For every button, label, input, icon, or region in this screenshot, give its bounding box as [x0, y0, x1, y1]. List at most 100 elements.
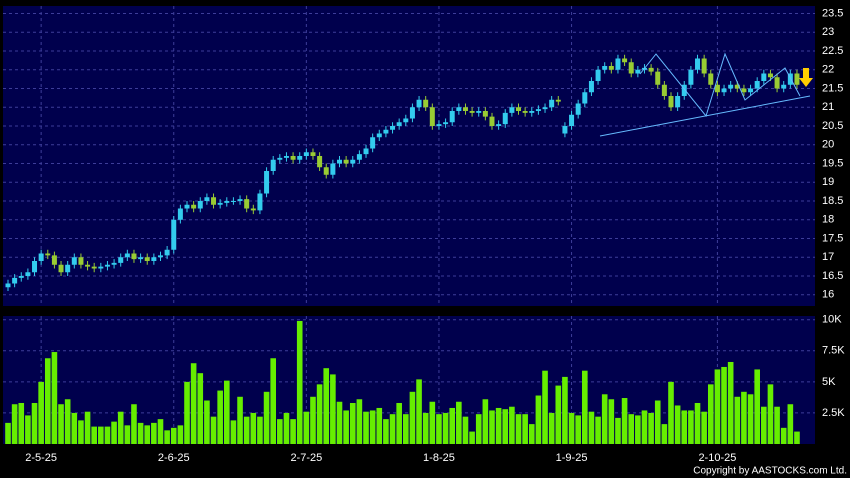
candle-body: [25, 272, 31, 276]
volume-bar: [363, 411, 369, 444]
x-tick-label: 1-9-25: [556, 452, 588, 464]
candle-body: [728, 84, 734, 89]
candle-body: [104, 264, 110, 267]
volume-bar: [51, 352, 58, 444]
volume-bar: [223, 380, 230, 444]
candle-body: [628, 62, 634, 74]
volume-bar: [456, 401, 462, 444]
volume-bar: [449, 407, 456, 444]
candle-body: [734, 84, 740, 89]
candle-body: [131, 253, 137, 260]
volume-bar: [383, 419, 389, 444]
trend-line: [599, 95, 811, 137]
candle-body: [224, 201, 230, 203]
candle-body: [197, 201, 203, 209]
volume-bar: [84, 411, 91, 444]
candle-body: [668, 96, 674, 108]
candle-body: [767, 73, 773, 78]
volume-bar: [688, 410, 694, 444]
volume-bar: [197, 373, 204, 444]
candle-body: [449, 111, 455, 123]
volume-bar: [277, 419, 283, 444]
candle-body: [184, 204, 190, 209]
candle-body: [151, 257, 157, 261]
marks: [5, 54, 800, 444]
candle-body: [761, 73, 767, 81]
volume-bar: [555, 385, 562, 444]
candle-body: [496, 124, 502, 126]
candle-body: [648, 67, 654, 72]
candle-body: [98, 266, 104, 269]
volume-bar: [495, 407, 502, 444]
volume-bar: [701, 411, 707, 444]
candle-body: [65, 264, 71, 273]
candle-body: [469, 111, 475, 113]
candle-body: [602, 66, 608, 70]
candle-body: [157, 255, 163, 258]
candle-body: [5, 283, 11, 288]
candle-body: [330, 163, 336, 175]
volume-bar: [661, 424, 668, 444]
candle-body: [436, 124, 442, 126]
volume-bar: [44, 358, 51, 444]
y2-tick-label: 7.5K: [822, 345, 845, 357]
volume-bar: [11, 404, 18, 444]
y-tick-label: 23.5: [822, 7, 843, 19]
volume-bar: [177, 425, 184, 444]
volume-bar: [595, 416, 601, 444]
volume-bar: [283, 412, 290, 444]
arrow-icon: [799, 68, 813, 87]
volume-bar: [210, 416, 217, 444]
y-tick-label: 18.5: [822, 195, 843, 207]
candle-body: [230, 201, 236, 202]
volume-bar: [429, 401, 436, 444]
candle-body: [118, 257, 124, 263]
candle-body: [575, 103, 581, 115]
candle-body: [18, 276, 24, 278]
candle-body: [741, 88, 747, 93]
candle-body: [748, 88, 754, 93]
volume-bar: [635, 415, 641, 444]
volume-bar: [303, 411, 310, 444]
candle-body: [211, 197, 217, 205]
volume-bar: [482, 399, 489, 444]
candle-body: [85, 264, 91, 267]
candle-body: [509, 107, 515, 113]
volume-bar: [396, 402, 402, 444]
volume-bar: [104, 426, 111, 444]
candle-body: [416, 99, 422, 108]
volume-bar: [761, 406, 767, 444]
volume-bar: [475, 414, 482, 444]
volume-bar: [157, 419, 164, 444]
volume-bar: [204, 400, 210, 444]
volume-bar: [184, 381, 190, 444]
volume-bar: [522, 414, 528, 444]
volume-bar: [535, 395, 542, 444]
y-tick-label: 16.5: [822, 270, 843, 282]
volume-bar: [243, 416, 250, 444]
volume-bar: [707, 384, 714, 444]
volume-bar: [575, 415, 581, 444]
candle-body: [217, 202, 223, 205]
candle-body: [204, 197, 210, 201]
candle-body: [409, 107, 415, 119]
candle-body: [529, 111, 535, 113]
candle-body: [549, 99, 555, 108]
volume-bar: [98, 426, 104, 444]
candle-body: [562, 126, 568, 134]
volume-bar: [38, 381, 44, 444]
candle-body: [237, 199, 243, 201]
candle-body: [164, 249, 170, 256]
volume-bar: [403, 414, 409, 444]
volume-bar: [71, 412, 78, 444]
volume-bar: [767, 384, 774, 444]
candle-body: [177, 208, 183, 220]
volume-bar: [250, 412, 257, 444]
volume-bar: [641, 410, 648, 444]
volume-bar: [714, 369, 721, 444]
candle-body: [582, 92, 588, 104]
candle-body: [356, 154, 362, 160]
volume-bar: [144, 425, 151, 444]
volume-bar: [190, 363, 197, 444]
